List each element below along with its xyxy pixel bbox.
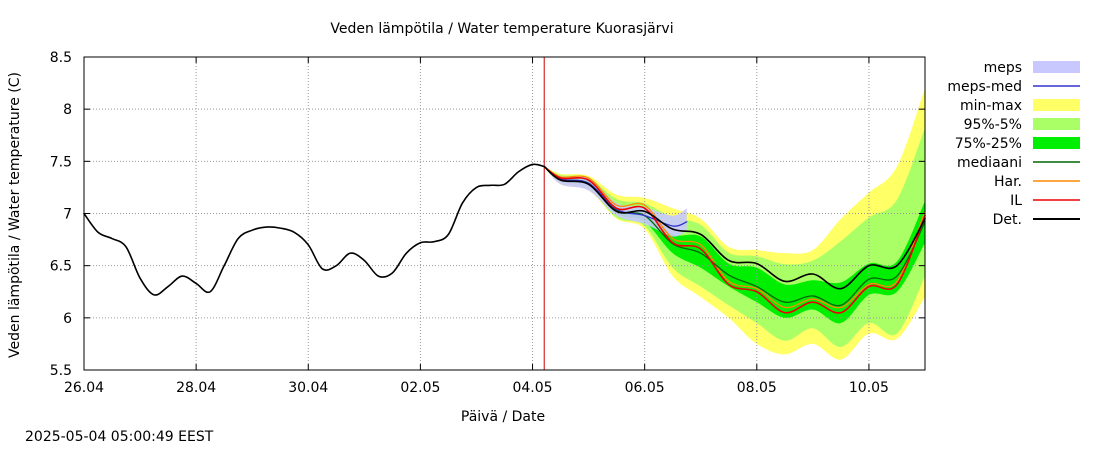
y-tick-label: 7.5 (50, 154, 72, 170)
series-line-har (543, 165, 926, 309)
legend-label-meps-med: meps-med (947, 79, 1022, 95)
observed-line (83, 163, 546, 296)
timestamp: 2025-05-04 05:00:49 EEST (25, 429, 214, 445)
y-tick-label: 8.5 (50, 50, 72, 66)
y-tick-label: 7 (63, 207, 72, 223)
x-tick-label: 02.05 (400, 380, 440, 396)
legend-swatch-75-25 (1033, 137, 1080, 149)
x-tick-label: 26.04 (64, 380, 104, 396)
legend-label-har: Har. (994, 174, 1022, 190)
x-tick-label: 28.04 (176, 380, 216, 396)
x-tick-label: 10.05 (849, 380, 889, 396)
legend-swatch-meps (1033, 61, 1080, 73)
x-tick-label: 30.04 (288, 380, 328, 396)
legend-label-75-25: 75%-25% (955, 136, 1022, 152)
y-tick-label: 6 (63, 311, 72, 327)
y-tick-label: 6.5 (50, 259, 72, 275)
legend-label-mediaani: mediaani (957, 155, 1022, 171)
legend-label-min-max: min-max (960, 98, 1022, 114)
x-tick-label: 04.05 (512, 380, 552, 396)
x-axis-label: Päivä / Date (461, 409, 545, 425)
legend-swatch-95-5 (1033, 118, 1080, 130)
legend-label-95-5: 95%-5% (964, 117, 1022, 133)
grid-lines (84, 57, 925, 370)
legend: meps meps-med min-max 95%-5% 75%-25% mediaani… (947, 60, 1080, 228)
chart-title: Veden lämpötila / Water temperature Kuor… (330, 21, 673, 37)
series-line-il (543, 165, 926, 314)
series-lines (83, 163, 926, 314)
legend-swatch-min-max (1033, 99, 1080, 111)
y-axis-label: Veden lämpötila / Water temperature (C) (7, 72, 23, 358)
y-tick-label: 8 (63, 102, 72, 118)
legend-label-il: IL (1010, 193, 1022, 209)
band-meps (544, 166, 687, 237)
y-axis-ticks: 5.5 6 6.5 7 7.5 8 8.5 (50, 50, 925, 379)
x-axis-ticks: 26.04 28.04 30.04 02.05 04.05 06.05 08.05 10.05 (64, 57, 889, 396)
x-tick-label: 06.05 (625, 380, 665, 396)
series-line-meps-med (543, 165, 688, 227)
forecast-bands (544, 88, 925, 360)
series-line-det (543, 165, 926, 290)
legend-label-meps: meps (984, 60, 1022, 76)
legend-label-det: Det. (993, 212, 1022, 228)
y-tick-label: 5.5 (50, 363, 72, 379)
x-tick-label: 08.05 (737, 380, 777, 396)
